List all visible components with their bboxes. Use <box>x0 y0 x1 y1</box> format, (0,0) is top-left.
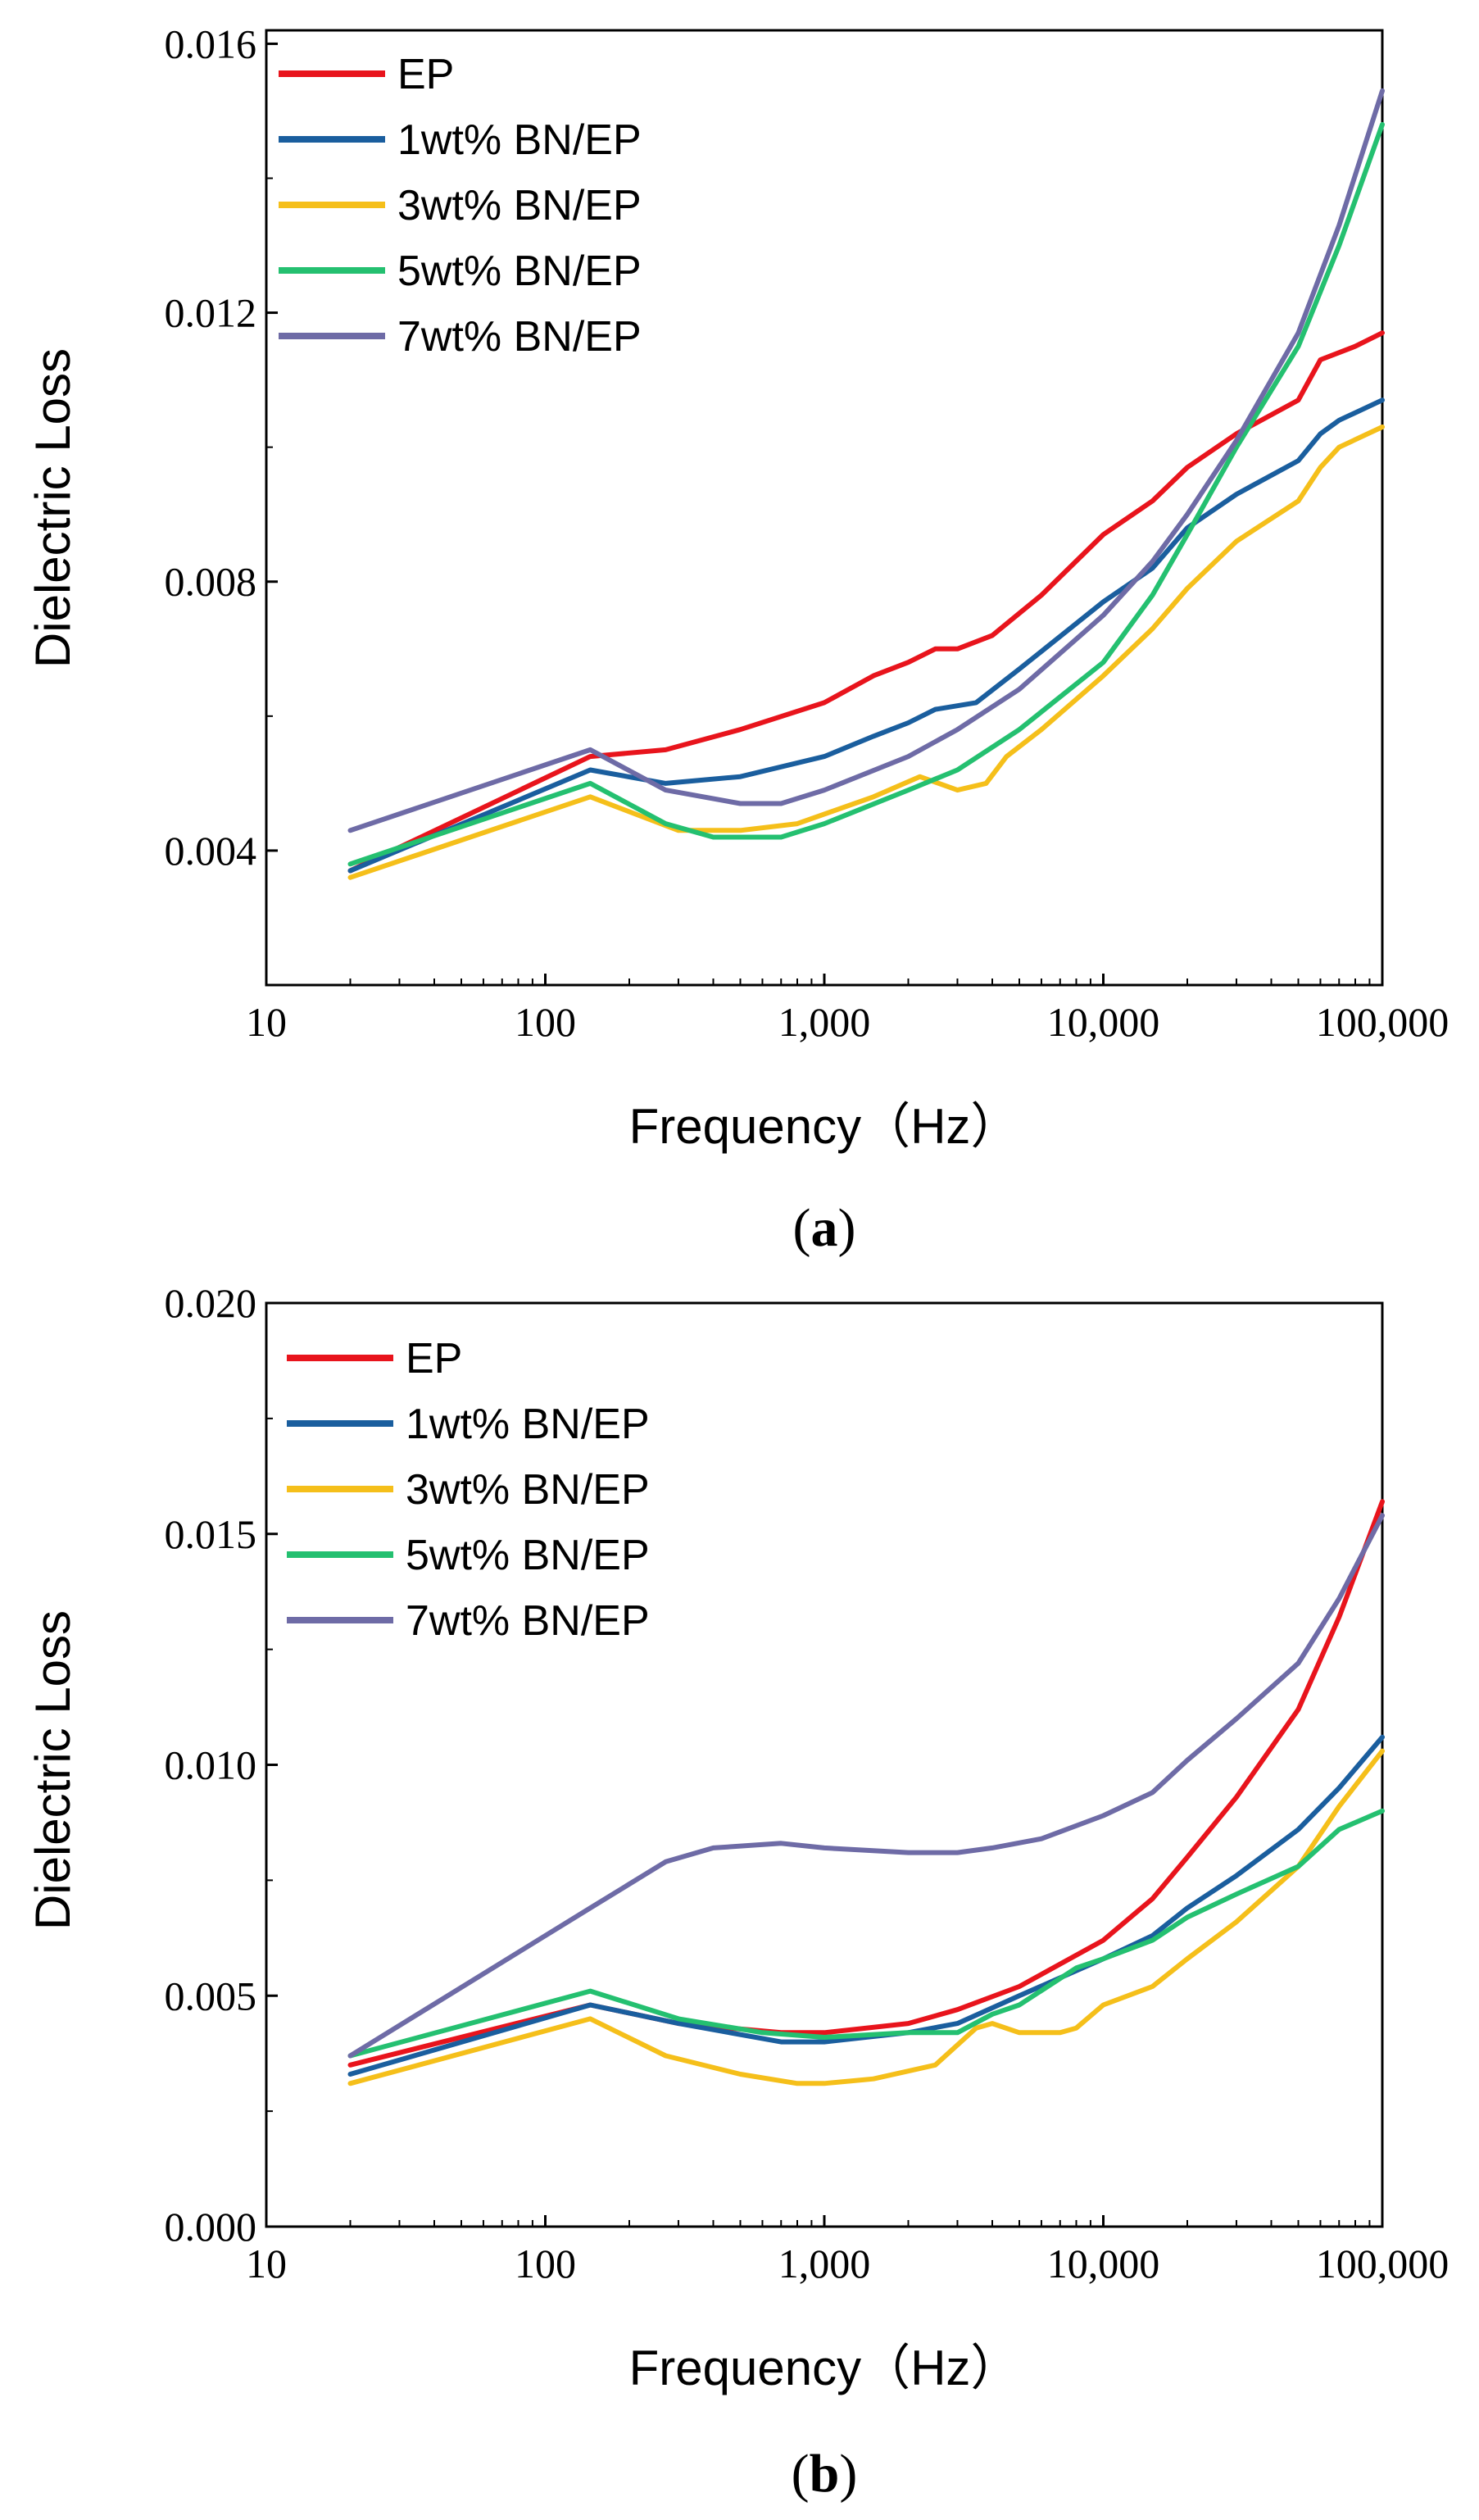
chart-panel-b: 0.000 0.005 0.010 0.015 0.020 10 100 1,000 10,0… <box>25 1280 1449 2504</box>
y-axis-b: 0.000 0.005 0.010 0.015 0.020 <box>165 1280 278 2250</box>
x-tick-label-a-2: 1,000 <box>778 999 871 1045</box>
x-tick-label-b-4: 100,000 <box>1316 2241 1450 2286</box>
x-axis-title-a: Frequency（Hz） <box>629 1099 1020 1154</box>
y-axis-title-b: Dielectric Loss <box>25 1610 80 1930</box>
legend-label-b-4: 7wt% BN/EP <box>406 1597 650 1645</box>
x-tick-label-b-0: 10 <box>246 2241 287 2286</box>
legend-a: EP 1wt% BN/EP 3wt% BN/EP 5wt% BN/EP 7wt% BN/… <box>279 51 642 361</box>
legend-label-b-2: 3wt% BN/EP <box>406 1466 650 1514</box>
series-line-a-1 <box>347 397 1385 874</box>
legend-label-b-3: 5wt% BN/EP <box>406 1532 650 1579</box>
legend-b: EP 1wt% BN/EP 3wt% BN/EP 5wt% BN/EP 7wt% BN/… <box>287 1335 650 1645</box>
series-line-a-4 <box>347 88 1385 833</box>
x-tick-label-b-2: 1,000 <box>778 2241 871 2286</box>
caption-b: (b) <box>792 2444 858 2504</box>
series-line-b-4 <box>347 1513 1385 2059</box>
y-tick-label-a-1: 0.008 <box>165 559 257 605</box>
x-tick-label-b-3: 10,000 <box>1047 2241 1160 2286</box>
y-tick-label-a-0: 0.004 <box>165 828 257 874</box>
y-tick-label-b-4: 0.020 <box>165 1280 257 1326</box>
legend-label-a-0: EP <box>397 51 454 98</box>
legend-label-b-1: 1wt% BN/EP <box>406 1401 650 1448</box>
series-line-b-2 <box>347 1748 1385 2086</box>
y-tick-label-a-2: 0.012 <box>165 290 257 336</box>
x-axis-b: 10 100 1,000 10,000 100,000 <box>246 2215 1449 2286</box>
series-line-b-3 <box>347 1808 1385 2059</box>
y-tick-label-b-2: 0.010 <box>165 1742 257 1788</box>
legend-label-a-1: 1wt% BN/EP <box>397 116 642 164</box>
caption-a: (a) <box>793 1198 856 1258</box>
x-tick-label-a-4: 100,000 <box>1316 999 1450 1045</box>
x-tick-label-b-1: 100 <box>515 2241 576 2286</box>
legend-label-a-3: 5wt% BN/EP <box>397 247 642 295</box>
series-line-a-0 <box>347 330 1385 874</box>
y-tick-label-b-0: 0.000 <box>165 2204 257 2250</box>
y-tick-label-b-1: 0.005 <box>165 1973 257 2018</box>
y-tick-label-a-3: 0.016 <box>165 20 257 66</box>
series-group-a <box>347 88 1385 880</box>
x-axis-title-b: Frequency（Hz） <box>629 2341 1020 2395</box>
x-tick-label-a-0: 10 <box>246 999 287 1045</box>
series-line-b-0 <box>347 1499 1385 2068</box>
x-tick-label-a-3: 10,000 <box>1047 999 1160 1045</box>
x-axis-a: 10 100 1,000 10,000 100,000 <box>246 974 1449 1045</box>
series-line-b-1 <box>347 1734 1385 2077</box>
series-group-b <box>347 1499 1385 2086</box>
y-axis-title-a: Dielectric Loss <box>25 348 80 668</box>
series-line-a-2 <box>347 425 1385 880</box>
legend-label-a-4: 7wt% BN/EP <box>397 313 642 361</box>
legend-label-b-0: EP <box>406 1335 462 1383</box>
y-tick-label-b-3: 0.015 <box>165 1511 257 1557</box>
chart-panel-a: 0.004 0.008 0.012 0.016 10 100 1,000 10,000 100… <box>25 20 1449 1258</box>
x-tick-label-a-1: 100 <box>515 999 576 1045</box>
series-line-a-3 <box>347 121 1385 867</box>
y-axis-a: 0.004 0.008 0.012 0.016 <box>165 20 278 874</box>
legend-label-a-2: 3wt% BN/EP <box>397 182 642 229</box>
